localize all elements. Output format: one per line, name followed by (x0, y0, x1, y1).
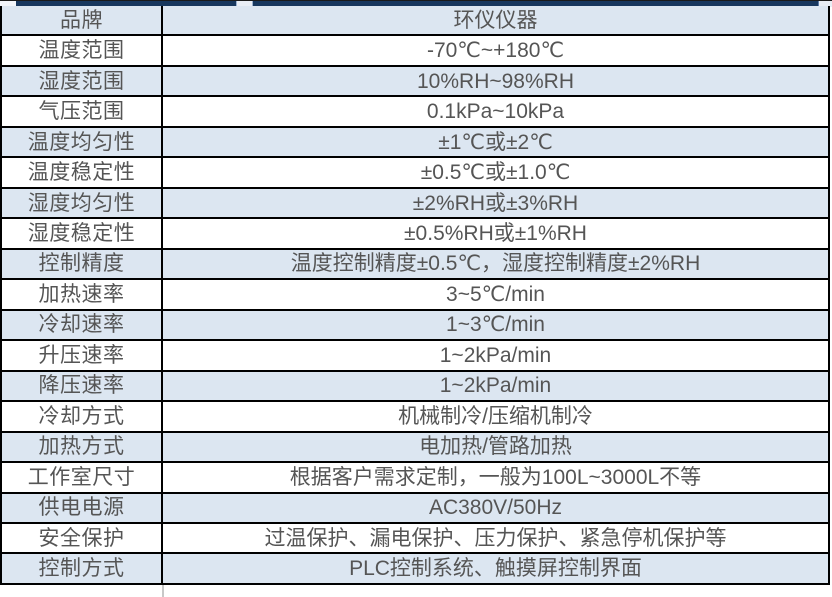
spec-label: 温度稳定性 (2, 158, 163, 187)
table-row: 降压速率 1~2kPa/min (2, 371, 828, 403)
strip-segment (253, 1, 818, 7)
spec-label: 温度均匀性 (2, 127, 163, 157)
spec-value: 机械制冷/压缩机制冷 (398, 404, 593, 428)
column-divider-stub (162, 585, 164, 597)
spec-label: 温度范围 (2, 36, 163, 65)
spec-label: 加热方式 (2, 432, 163, 462)
spec-label: 升压速率 (2, 341, 163, 370)
table-row: 供电电源 AC380V/50Hz (2, 493, 828, 524)
table-row: 加热方式 电加热/管路加热 (2, 432, 828, 464)
spec-value: 根据客户需求定制，一般为100L~3000L不等 (289, 465, 702, 489)
table-row: 湿度范围 10%RH~98%RH (2, 66, 828, 98)
spec-value: -70℃~+180℃ (426, 39, 565, 63)
spec-label: 气压范围 (2, 97, 163, 126)
table-row: 温度范围 -70℃~+180℃ (2, 36, 828, 67)
spec-label: 湿度稳定性 (2, 219, 163, 248)
spec-label: 供电电源 (2, 493, 163, 522)
table-row: 温度稳定性 ±0.5℃或±1.0℃ (2, 158, 828, 189)
table-row: 湿度稳定性 ±0.5%RH或±1%RH (2, 219, 828, 250)
table-row: 温度均匀性 ±1℃或±2℃ (2, 127, 828, 159)
spec-value: 1~3℃/min (446, 313, 545, 337)
spec-label: 冷却方式 (2, 402, 163, 431)
spec-value: ±0.5℃或±1.0℃ (420, 161, 571, 185)
spec-value: PLC控制系统、触摸屏控制界面 (349, 557, 642, 581)
spec-value: ±0.5%RH或±1%RH (404, 222, 587, 246)
spec-value: 0.1kPa~10kPa (426, 100, 565, 124)
spec-value: 1~2kPa/min (439, 343, 552, 367)
table-row: 湿度均匀性 ±2%RH或±3%RH (2, 188, 828, 220)
spec-value: ±2%RH或±3%RH (412, 191, 579, 215)
spec-label: 工作室尺寸 (2, 463, 163, 492)
spec-label: 加热速率 (2, 280, 163, 309)
spec-value: 3~5℃/min (446, 282, 545, 306)
table-row: 冷却方式 机械制冷/压缩机制冷 (2, 402, 828, 433)
spec-value: 过温保护、漏电保护、压力保护、紧急停机保护等 (264, 526, 727, 550)
spec-label: 湿度范围 (2, 66, 163, 96)
strip-corner (818, 1, 832, 7)
spec-value: 10%RH~98%RH (417, 69, 574, 93)
table-row: 控制精度 温度控制精度±0.5℃，湿度控制精度±2%RH (2, 249, 828, 281)
spec-label: 安全保护 (2, 523, 163, 553)
table-row: 升压速率 1~2kPa/min (2, 341, 828, 372)
table-row: 冷却速率 1~3℃/min (2, 310, 828, 342)
spec-label: 控制方式 (2, 554, 163, 583)
spec-value: 电加热/管路加热 (419, 435, 572, 459)
table-row: 气压范围 0.1kPa~10kPa (2, 97, 828, 128)
table-row: 控制方式 PLC控制系统、触摸屏控制界面 (2, 554, 828, 585)
spec-label: 控制精度 (2, 249, 163, 279)
spec-table: 品牌 环仪仪器 温度范围 -70℃~+180℃ 湿度范围 10%RH~98%RH… (0, 6, 830, 585)
spec-value: 1~2kPa/min (439, 374, 552, 398)
spec-label: 品牌 (2, 6, 163, 35)
spec-label: 降压速率 (2, 371, 163, 401)
table-row: 加热速率 3~5℃/min (2, 280, 828, 311)
table-row: 安全保护 过温保护、漏电保护、压力保护、紧急停机保护等 (2, 523, 828, 555)
spec-label: 冷却速率 (2, 310, 163, 340)
strip-segment (16, 1, 236, 7)
spec-value: 温度控制精度±0.5℃，湿度控制精度±2%RH (290, 252, 701, 276)
spec-label: 湿度均匀性 (2, 188, 163, 218)
spec-value: ±1℃或±2℃ (438, 130, 553, 154)
table-row: 工作室尺寸 根据客户需求定制，一般为100L~3000L不等 (2, 463, 828, 494)
spec-value: AC380V/50Hz (428, 496, 563, 520)
table-row: 品牌 环仪仪器 (2, 6, 828, 37)
spec-value: 环仪仪器 (453, 8, 538, 32)
